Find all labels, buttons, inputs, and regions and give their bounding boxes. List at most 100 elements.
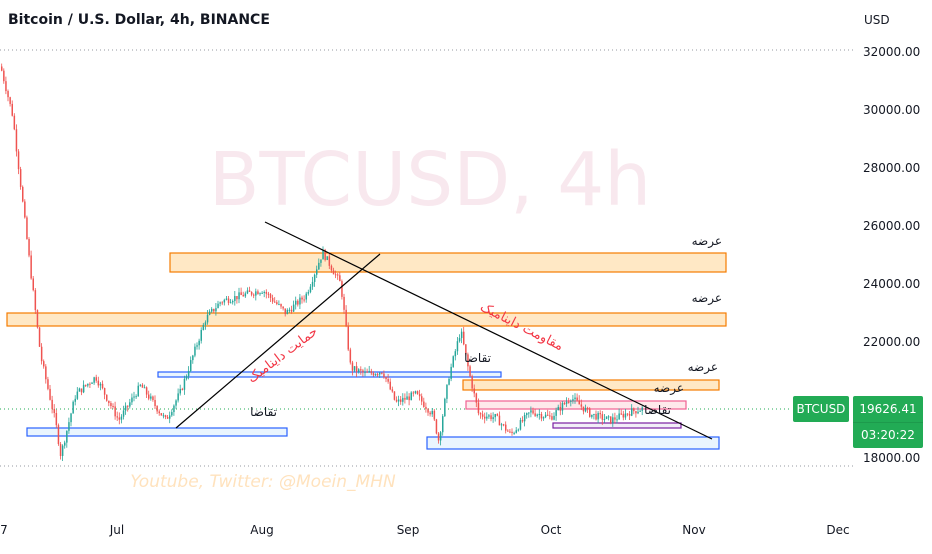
trendline-support[interactable] bbox=[175, 253, 381, 429]
candle-body bbox=[59, 444, 62, 456]
candle-body bbox=[454, 351, 457, 357]
candle-body bbox=[225, 298, 228, 300]
demand-zone[interactable] bbox=[426, 436, 720, 450]
candle-body bbox=[400, 399, 402, 402]
y-tick-label: 32000.00 bbox=[863, 45, 920, 59]
candle-body bbox=[591, 414, 593, 417]
candle-body bbox=[215, 308, 217, 312]
supply-zone[interactable] bbox=[6, 312, 727, 327]
candle-body bbox=[187, 370, 190, 377]
candle-body bbox=[53, 408, 55, 413]
candle-body bbox=[246, 290, 249, 294]
candle-body bbox=[34, 290, 37, 311]
candle-body bbox=[568, 401, 570, 403]
y-tick-label: 22000.00 bbox=[863, 335, 920, 349]
candle-body bbox=[387, 379, 389, 382]
candle-body bbox=[253, 294, 255, 296]
candle-body bbox=[242, 294, 244, 297]
label-supply-3: عرضه bbox=[688, 360, 718, 375]
candle-body bbox=[530, 410, 532, 413]
candle-body bbox=[156, 406, 158, 412]
candle-body bbox=[183, 378, 186, 390]
candle-body bbox=[332, 270, 335, 275]
candle-body bbox=[82, 384, 85, 393]
candle-body bbox=[24, 201, 26, 218]
candle-body bbox=[160, 413, 163, 416]
candle-body bbox=[397, 399, 400, 402]
candle-body bbox=[337, 274, 339, 276]
label-supply-2: عرضه bbox=[692, 291, 722, 306]
candle-body bbox=[143, 387, 146, 389]
candle-body bbox=[641, 407, 643, 411]
candle-body bbox=[286, 309, 289, 315]
candle-body bbox=[150, 396, 152, 399]
candle-body bbox=[628, 414, 631, 416]
candle-body bbox=[299, 297, 301, 305]
candle-body bbox=[45, 366, 47, 380]
candle-body bbox=[513, 432, 515, 434]
candle-body bbox=[358, 369, 360, 372]
supply-zone[interactable] bbox=[465, 400, 687, 410]
candle-body bbox=[511, 431, 513, 433]
candle-body bbox=[171, 412, 173, 416]
candle-body bbox=[536, 414, 538, 416]
x-tick-label: Nov bbox=[682, 523, 705, 537]
candles-layer bbox=[1, 63, 643, 461]
candle-body bbox=[271, 297, 274, 302]
candle-body bbox=[194, 346, 196, 356]
candle-body bbox=[484, 416, 486, 419]
candle-body bbox=[284, 308, 286, 315]
candle-body bbox=[101, 383, 104, 389]
candle-body bbox=[303, 299, 305, 301]
supply-zone[interactable] bbox=[169, 252, 727, 273]
candle-body bbox=[435, 419, 438, 434]
candle-body bbox=[204, 322, 207, 325]
candle-body bbox=[76, 391, 79, 399]
candle-body bbox=[211, 308, 213, 312]
candle-body bbox=[334, 274, 337, 276]
candle-body bbox=[633, 408, 635, 412]
candle-body bbox=[500, 424, 503, 426]
candle-body bbox=[343, 296, 345, 310]
candle-body bbox=[589, 408, 591, 417]
candle-body bbox=[263, 291, 265, 293]
candle-body bbox=[576, 397, 578, 401]
trendline-resistance[interactable] bbox=[264, 221, 713, 440]
y-axis[interactable]: USD 32000.00 30000.00 28000.00 26000.00 2400… bbox=[863, 13, 920, 465]
candle-body bbox=[68, 422, 70, 431]
candle-body bbox=[316, 269, 318, 275]
candle-body bbox=[549, 415, 551, 417]
demand-zone[interactable] bbox=[26, 427, 288, 437]
candle-body bbox=[521, 420, 524, 422]
candle-body bbox=[416, 391, 419, 395]
candle-body bbox=[379, 372, 381, 375]
candle-body bbox=[639, 410, 641, 412]
candle-body bbox=[570, 400, 572, 402]
candle-body bbox=[124, 405, 127, 411]
candle-body bbox=[523, 414, 526, 422]
candle-body bbox=[488, 415, 490, 417]
candle-body bbox=[269, 294, 272, 298]
candle-body bbox=[297, 300, 299, 305]
x-axis[interactable]: 7 Jul Aug Sep Oct Nov Dec bbox=[0, 523, 849, 537]
x-tick-label: 7 bbox=[0, 523, 8, 537]
candle-body bbox=[11, 103, 13, 116]
candle-body bbox=[114, 406, 116, 417]
candle-body bbox=[217, 303, 219, 309]
candle-body bbox=[240, 292, 242, 295]
demand-zone[interactable] bbox=[157, 371, 502, 378]
candle-body bbox=[227, 298, 230, 303]
candle-body bbox=[370, 371, 373, 374]
candle-body bbox=[229, 302, 232, 304]
candle-body bbox=[78, 388, 81, 392]
candle-body bbox=[99, 383, 102, 386]
candle-body bbox=[603, 419, 606, 421]
demand-zone[interactable] bbox=[552, 422, 682, 429]
candle-body bbox=[3, 70, 5, 82]
candle-body bbox=[137, 385, 139, 397]
candle-body bbox=[360, 369, 362, 371]
candle-body bbox=[328, 256, 331, 266]
candle-body bbox=[490, 415, 492, 420]
